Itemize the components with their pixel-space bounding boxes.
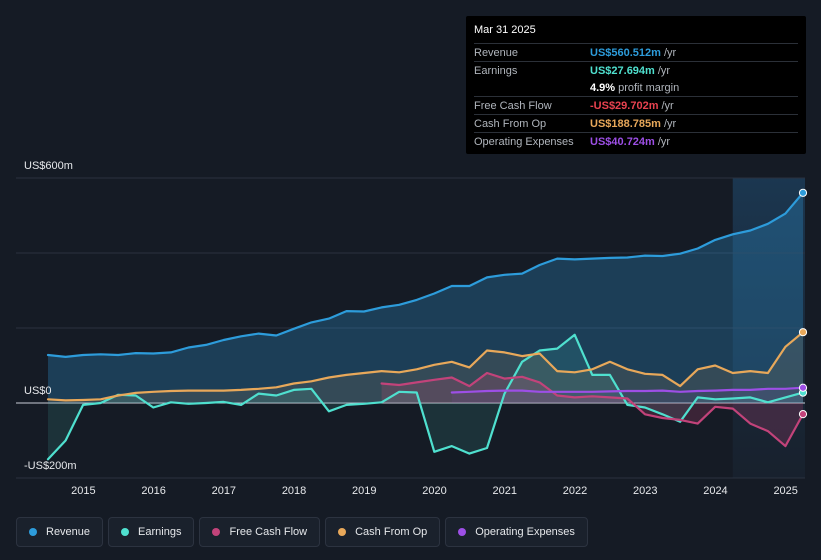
cash-from-op-endpoint xyxy=(798,328,808,337)
tooltip-value: US$27.694m xyxy=(590,64,655,77)
cash-from-op-line xyxy=(46,331,805,402)
tooltip-unit: /yr xyxy=(663,117,677,130)
x-tick-label: 2024 xyxy=(703,485,728,497)
x-tick-label: 2018 xyxy=(281,485,307,497)
legend-dot-icon xyxy=(121,528,130,536)
tooltip-row-fcf: Free Cash Flow -US$29.702m /yr xyxy=(474,96,798,114)
tooltip-row-cfo: Cash From Op US$188.785m /yr xyxy=(474,114,798,132)
revenue-area xyxy=(48,192,803,403)
legend-label: Revenue xyxy=(46,526,91,538)
tooltip-row-earnings: Earnings US$27.694m /yr xyxy=(474,61,798,79)
tooltip-value: 4.9% xyxy=(590,81,616,94)
legend-label: Free Cash Flow xyxy=(229,526,308,538)
tooltip-unit: /yr xyxy=(657,135,671,148)
legend-operating-expenses[interactable]: Operating Expenses xyxy=(445,517,588,547)
tooltip-value: -US$29.702m xyxy=(590,99,659,112)
y-tick-label-zero: US$0 xyxy=(24,385,52,397)
legend-label: Earnings xyxy=(138,526,182,538)
tooltip-label: Operating Expenses xyxy=(474,135,574,148)
legend-dot-icon xyxy=(29,528,37,536)
legend-free-cash-flow[interactable]: Free Cash Flow xyxy=(199,517,321,547)
y-tick-label-top: US$600m xyxy=(24,160,73,172)
legend-dot-icon xyxy=(212,528,221,536)
tooltip-label: Cash From Op xyxy=(474,117,547,130)
x-tick-label: 2016 xyxy=(141,485,166,497)
tooltip-value: US$40.724m xyxy=(590,135,655,148)
legend-revenue[interactable]: Revenue xyxy=(16,517,104,547)
legend-dot-icon xyxy=(458,528,467,536)
legend-dot-icon xyxy=(338,528,347,536)
y-tick-label-bottom: -US$200m xyxy=(24,460,77,472)
tooltip-row-revenue: Revenue US$560.512m /yr xyxy=(474,43,798,61)
tooltip-row-margin: 4.9% profit margin xyxy=(474,79,798,96)
x-tick-label: 2019 xyxy=(352,485,377,497)
tooltip-label: Free Cash Flow xyxy=(474,99,552,112)
operating-expenses-endpoint xyxy=(798,383,808,392)
tooltip-row-opex: Operating Expenses US$40.724m /yr xyxy=(474,132,798,150)
legend-earnings[interactable]: Earnings xyxy=(108,517,195,547)
operating-expenses-line xyxy=(450,386,805,394)
x-tick-label: 2015 xyxy=(71,485,96,497)
x-tick-label: 2025 xyxy=(773,485,798,497)
x-tick-label: 2017 xyxy=(211,485,237,497)
tooltip-label: Revenue xyxy=(474,46,519,59)
tooltip-unit: /yr xyxy=(663,46,677,59)
free-cash-flow-line xyxy=(380,371,805,448)
tooltip-unit: profit margin xyxy=(618,81,680,94)
tooltip-label: Earnings xyxy=(474,64,518,77)
legend-label: Cash From Op xyxy=(355,526,428,538)
free-cash-flow-endpoint xyxy=(798,410,808,419)
tooltip-value: US$560.512m xyxy=(590,46,661,59)
chart-legend: Revenue Earnings Free Cash Flow Cash Fro… xyxy=(16,517,588,547)
x-tick-label: 2020 xyxy=(422,485,447,497)
tooltip-unit: /yr xyxy=(657,64,671,77)
revenue-endpoint xyxy=(798,188,808,197)
data-tooltip: Mar 31 2025 Revenue US$560.512m /yr Earn… xyxy=(466,16,806,154)
legend-cash-from-op[interactable]: Cash From Op xyxy=(325,517,441,547)
tooltip-unit: /yr xyxy=(661,99,674,112)
tooltip-value: US$188.785m xyxy=(590,117,661,130)
legend-label: Operating Expenses xyxy=(475,526,575,538)
revenue-line xyxy=(46,191,805,358)
x-tick-label: 2023 xyxy=(632,485,658,497)
x-tick-label: 2022 xyxy=(562,485,588,497)
tooltip-date: Mar 31 2025 xyxy=(474,24,536,36)
x-tick-label: 2021 xyxy=(492,485,517,497)
